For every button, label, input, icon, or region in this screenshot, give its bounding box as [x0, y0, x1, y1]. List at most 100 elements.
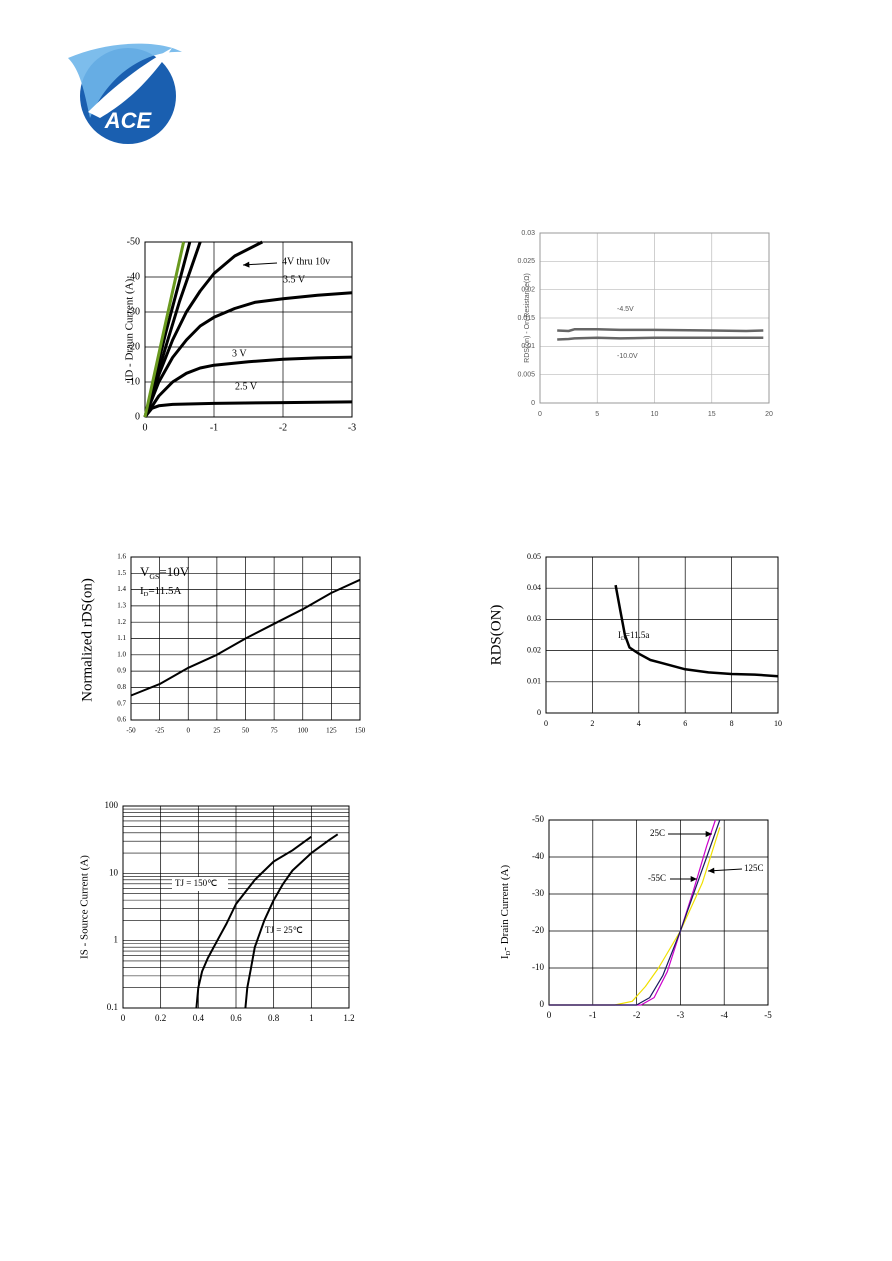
x-tick-label: 6 [683, 719, 687, 728]
x-tick-label: 100 [298, 727, 309, 735]
series-line [557, 328, 764, 333]
x-tick-label: 0 [544, 719, 548, 728]
y-tick-label: 0.03 [521, 230, 535, 237]
x-tick-label: 5 [595, 411, 599, 418]
series-label: 2.5 V [235, 381, 258, 392]
y-tick-label: 0.025 [517, 258, 535, 265]
x-tick-label: -1 [210, 422, 218, 433]
y-tick-label: 1 [114, 935, 119, 945]
x-tick-label: -50 [126, 727, 136, 735]
series-line [143, 355, 353, 418]
series-label: 3 V [232, 348, 247, 359]
annotation: VGS=10V [140, 564, 190, 581]
logo-text: ACE [104, 108, 153, 133]
y-tick-label: 0.1 [107, 1002, 118, 1012]
label-bg [172, 877, 228, 891]
arrow-head [243, 261, 250, 268]
x-tick-label: 50 [242, 727, 250, 735]
series-line [549, 819, 721, 1006]
series-line [195, 835, 312, 1009]
y-tick-label: 0 [540, 999, 545, 1009]
series-line [614, 584, 779, 678]
series-line [143, 241, 186, 418]
series-label: 3.5 V [283, 274, 306, 285]
x-tick-label: 2 [590, 719, 594, 728]
y-tick-label: -50 [532, 814, 544, 824]
x-tick-label: -3 [348, 422, 356, 433]
annotation: ID=11.5a [618, 630, 649, 642]
series-line [549, 827, 721, 1006]
y-tick-label: 100 [105, 800, 119, 810]
plot-frame [144, 241, 353, 418]
series-label: TJ = 25℃ [265, 925, 303, 935]
y-tick-label: 1.3 [117, 602, 126, 610]
annotation-part: I [140, 585, 144, 597]
y-axis-label: RDS(ON) [488, 605, 504, 666]
annotation: ID=11.5A [140, 585, 181, 598]
annotation-part: V [140, 564, 150, 579]
y-tick-label: 0.04 [527, 583, 541, 592]
y-tick-label: 0.03 [527, 614, 541, 623]
y-tick-label: -20 [532, 925, 544, 935]
annotation-part: I [618, 630, 621, 640]
x-tick-label: -25 [155, 727, 165, 735]
y-axis-label: IS - Source Current (A) [79, 855, 91, 959]
series-line [557, 336, 764, 341]
plot-frame [539, 232, 770, 404]
series-label: -4.5V [617, 306, 634, 313]
series-line [244, 833, 339, 1009]
arrow-head [708, 867, 715, 874]
y-tick-label: -30 [127, 306, 140, 317]
series-line [143, 240, 263, 418]
series-label: -55C [648, 873, 666, 883]
x-tick-label: 25 [213, 727, 221, 735]
x-tick-label: 1 [309, 1013, 314, 1023]
series-label: TJ = 150℃ [175, 878, 217, 888]
y-tick-label: 0.6 [117, 716, 126, 724]
y-tick-label: 1.6 [117, 553, 126, 561]
y-tick-label: 0.8 [117, 683, 126, 691]
x-tick-label: -5 [764, 1010, 772, 1020]
annotation-part: D [144, 591, 149, 598]
x-tick-label: -2 [279, 422, 287, 433]
y-tick-label: 1.2 [117, 618, 126, 626]
series-line [549, 819, 716, 1006]
plot-frame [548, 819, 769, 1006]
annotation-part: D [505, 950, 512, 955]
x-tick-label: -3 [677, 1010, 685, 1020]
x-tick-label: 0.2 [155, 1013, 166, 1023]
y-tick-label: 0 [135, 411, 140, 422]
y-tick-label: -30 [532, 888, 544, 898]
x-tick-label: 75 [271, 727, 279, 735]
y-tick-label: -40 [127, 271, 140, 282]
y-tick-label: -40 [532, 851, 544, 861]
series-line [143, 400, 353, 418]
y-tick-label: 0 [537, 708, 541, 717]
arrow-head [705, 831, 712, 837]
y-axis-label: ID - Draun Current (A) [124, 278, 136, 381]
y-tick-label: -50 [127, 236, 140, 247]
x-tick-label: 15 [708, 411, 716, 418]
annotation-part: D [621, 636, 625, 642]
plot-frame [545, 556, 779, 714]
x-tick-label: 0.8 [268, 1013, 280, 1023]
y-tick-label: 0.015 [517, 315, 535, 322]
logo-swirl [88, 48, 172, 118]
y-tick-label: 1.5 [117, 569, 126, 577]
x-tick-label: 0.4 [193, 1013, 205, 1023]
y-tick-label: 0.005 [517, 372, 535, 379]
series-label: -10.0V [617, 353, 638, 360]
x-tick-label: 150 [355, 727, 366, 735]
x-tick-label: 20 [765, 411, 773, 418]
y-tick-label: 0.9 [117, 667, 126, 675]
annotation-part: GS [149, 572, 159, 581]
arrow-head [690, 876, 697, 882]
series-line [143, 241, 202, 418]
x-tick-label: 4 [637, 719, 641, 728]
y-tick-label: 0.7 [117, 699, 126, 707]
series-line [130, 578, 361, 697]
x-tick-label: 125 [326, 727, 337, 735]
y-tick-label: -10 [532, 962, 544, 972]
x-tick-label: 0 [547, 1010, 552, 1020]
